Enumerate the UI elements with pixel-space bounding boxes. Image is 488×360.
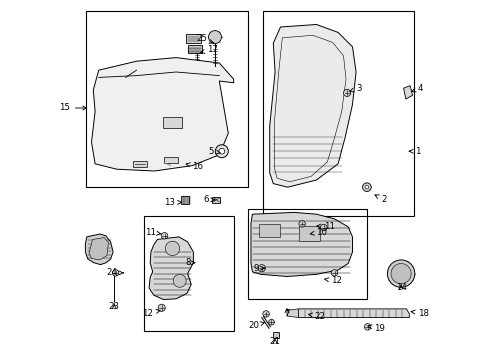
- Text: 16: 16: [186, 162, 203, 171]
- Polygon shape: [250, 212, 352, 276]
- Circle shape: [268, 319, 274, 325]
- Polygon shape: [85, 234, 113, 265]
- Bar: [163, 157, 177, 163]
- Text: 24: 24: [106, 269, 123, 277]
- Text: 10: 10: [310, 228, 327, 237]
- Text: 8: 8: [184, 258, 195, 267]
- Text: 11: 11: [316, 222, 334, 231]
- Text: 22: 22: [308, 311, 325, 320]
- Circle shape: [258, 265, 265, 272]
- Circle shape: [386, 260, 414, 287]
- Circle shape: [343, 89, 350, 96]
- Text: 12: 12: [142, 309, 160, 318]
- Circle shape: [208, 31, 221, 44]
- Text: 9: 9: [253, 264, 264, 273]
- Bar: [247, 209, 366, 299]
- Text: 12: 12: [324, 276, 341, 285]
- Text: 6: 6: [203, 195, 214, 204]
- Bar: [86, 11, 247, 187]
- Bar: [143, 216, 233, 331]
- Bar: [133, 161, 147, 167]
- Bar: [262, 11, 413, 216]
- Circle shape: [364, 324, 370, 330]
- Text: 20: 20: [248, 321, 264, 330]
- Circle shape: [161, 233, 167, 239]
- Bar: [181, 196, 189, 204]
- Circle shape: [219, 148, 224, 154]
- Text: 11: 11: [144, 228, 161, 237]
- Polygon shape: [286, 309, 298, 318]
- Polygon shape: [91, 58, 233, 171]
- Circle shape: [298, 221, 305, 227]
- Circle shape: [165, 241, 179, 256]
- Circle shape: [215, 145, 228, 158]
- Circle shape: [362, 183, 370, 192]
- Text: 1: 1: [408, 147, 420, 156]
- Text: 23: 23: [108, 302, 120, 311]
- Text: 21: 21: [269, 337, 280, 346]
- Circle shape: [158, 304, 165, 311]
- Bar: [212, 197, 220, 203]
- Text: 2: 2: [374, 195, 386, 204]
- Circle shape: [320, 224, 326, 231]
- Text: 19: 19: [367, 324, 384, 333]
- Bar: [298, 226, 319, 241]
- Circle shape: [330, 270, 337, 276]
- Circle shape: [390, 264, 410, 284]
- Text: 4: 4: [411, 84, 423, 93]
- Text: 7: 7: [284, 309, 289, 318]
- Polygon shape: [298, 309, 408, 318]
- Text: 25: 25: [196, 34, 213, 43]
- Polygon shape: [89, 238, 108, 260]
- Text: 17: 17: [200, 45, 217, 54]
- Text: 13: 13: [164, 198, 181, 207]
- Circle shape: [112, 270, 119, 276]
- Text: 18: 18: [410, 309, 428, 318]
- Text: 5: 5: [208, 147, 220, 156]
- Bar: [187, 45, 201, 53]
- Polygon shape: [149, 237, 193, 300]
- Bar: [258, 224, 280, 237]
- Polygon shape: [403, 86, 412, 99]
- Bar: [163, 117, 182, 128]
- Bar: [185, 34, 201, 43]
- Text: 15: 15: [59, 104, 86, 112]
- Text: 3: 3: [349, 84, 361, 93]
- Circle shape: [173, 274, 186, 287]
- Circle shape: [365, 185, 368, 189]
- Circle shape: [263, 311, 269, 317]
- Text: 14: 14: [395, 284, 406, 292]
- Bar: [272, 332, 279, 338]
- Polygon shape: [269, 24, 355, 187]
